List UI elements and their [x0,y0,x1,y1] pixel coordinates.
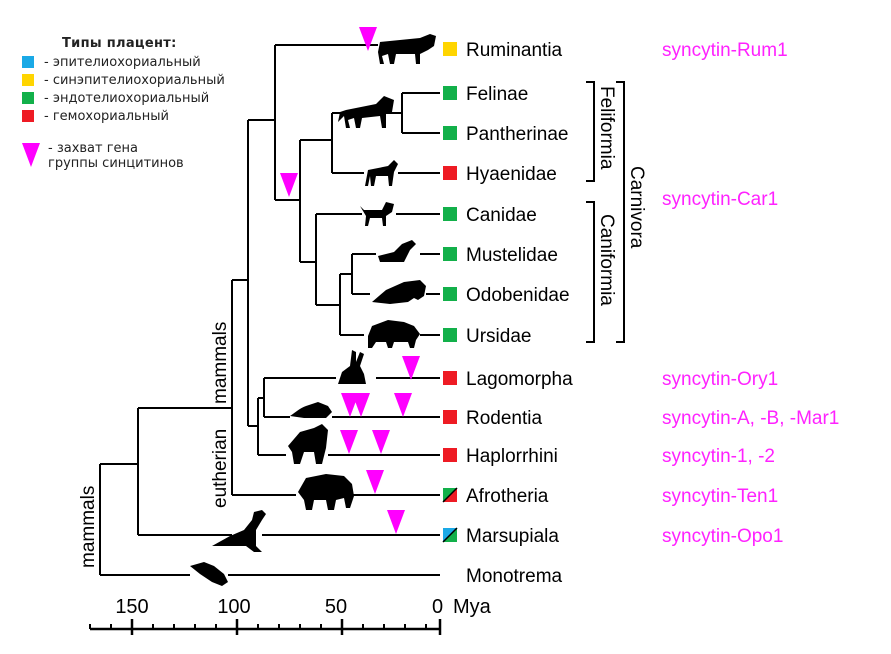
time-axis: 150 100 50 0 Mya [89,596,492,635]
gene-labels: syncytin-Rum1 syncytin-Car1 syncytin-Ory… [662,40,839,547]
capture-triangle-icon [280,173,298,197]
kangaroo-icon [212,510,266,552]
taxon-afrotheria: Afrotheria [466,486,549,507]
gene-syncytin-opo1: syncytin-Opo1 [662,526,783,547]
placenta-hemochorial-hyaenidae [443,166,457,180]
taxon-marsupiala: Marsupiala [466,526,559,547]
legend-capture-line2: группы синцитинов [48,156,184,171]
capture-triangle-icon [340,430,358,454]
taxon-pantherinae: Pantherinae [466,124,568,145]
gene-syncytin-a-b-mar1: syncytin-A, -B, -Mar1 [662,408,839,429]
platypus-icon [190,562,228,586]
taxon-lagomorpha: Lagomorpha [466,369,573,390]
eutherian-mammals-label: mammals [210,322,231,404]
lion-icon [338,96,394,128]
tree-branches [99,44,440,576]
yellow-swatch-icon [22,74,34,86]
taxon-monotrema: Monotrema [466,566,563,587]
rabbit-icon [338,350,366,384]
capture-triangle-icon [22,143,40,167]
legend-label: - синэпителиохориальный [44,72,225,88]
placenta-endotheliochorial-ursidae [443,328,457,342]
placenta-endotheliochorial-odobenidae [443,287,457,301]
animal-silhouettes [190,34,436,586]
axis-tick-100: 100 [217,596,250,618]
placenta-hemochorial-haplorrhini [443,448,457,462]
placenta-type-markers [442,42,458,543]
carnivora-bracket [616,81,625,343]
taxon-rodentia: Rodentia [466,408,542,429]
capture-triangle-icon [372,430,390,454]
legend-title: Типы плацент: [62,36,177,51]
legend-item-hemochorial: - гемохориальный [22,107,225,125]
legend-item-gene-capture: - захват гена группы синцитинов [22,141,225,171]
legend-capture-text: - захват гена группы синцитинов [48,141,184,171]
placenta-synepitheliochorial-ruminantia [443,42,457,56]
placenta-mixed-marsupiala [442,527,458,543]
blue-swatch-icon [22,56,34,68]
axis-tick-150: 150 [115,596,148,618]
caniformia-label: Caniformia [596,214,617,306]
capture-triangle-icon [402,356,420,380]
placenta-endotheliochorial-pantherinae [443,126,457,140]
taxon-hyaenidae: Hyaenidae [466,164,557,185]
caniformia-bracket [586,201,595,343]
dog-icon [360,202,394,226]
legend: Типы плацент: - эпителиохориальный - син… [22,36,225,171]
legend-item-endotheliochorial: - эндотелиохориальный [22,89,225,107]
gene-syncytin-1-2: syncytin-1, -2 [662,446,775,467]
eutherian-label: eutherian [210,429,231,508]
capture-triangle-icon [352,393,370,417]
cow-icon [378,34,436,64]
placenta-endotheliochorial-felinae [443,86,457,100]
gene-syncytin-ory1: syncytin-Ory1 [662,369,778,390]
legend-label: - эпителиохориальный [44,54,201,70]
taxon-odobenidae: Odobenidae [466,285,570,306]
taxon-mustelidae: Mustelidae [466,245,558,266]
taxon-haplorrhini: Haplorrhini [466,446,558,467]
axis-tick-50: 50 [325,596,347,618]
otter-icon [378,240,416,262]
placenta-endotheliochorial-canidae [443,207,457,221]
legend-label: - эндотелиохориальный [44,90,210,106]
placenta-hemochorial-rodentia [443,410,457,424]
taxon-labels: Ruminantia Felinae Pantherinae Hyaenidae… [466,40,573,587]
legend-item-epitheliochorial: - эпителиохориальный [22,53,225,71]
capture-triangle-icon [359,27,377,51]
axis-tick-0: 0 [432,596,443,618]
hyena-icon [365,160,398,186]
placenta-endotheliochorial-mustelidae [443,247,457,261]
red-swatch-icon [22,110,34,122]
feliformia-label: Feliformia [596,86,617,170]
carnivora-label: Carnivora [626,166,647,249]
placenta-hemochorial-lagomorpha [443,371,457,385]
legend-label: - гемохориальный [44,108,169,124]
taxon-canidae: Canidae [466,205,537,226]
taxon-felinae: Felinae [466,84,528,105]
capture-triangle-icon [366,470,384,494]
clade-brackets [586,81,625,343]
mammals-label: mammals [78,486,99,568]
legend-item-synepitheliochorial: - синэпителиохориальный [22,71,225,89]
gene-syncytin-rum1: syncytin-Rum1 [662,40,788,61]
taxon-ursidae: Ursidae [466,326,531,347]
capture-triangle-icon [394,393,412,417]
placenta-mixed-afrotheria [442,487,458,503]
gene-syncytin-car1: syncytin-Car1 [662,189,778,210]
elephant-icon [298,474,354,510]
axis-unit: Mya [453,596,492,618]
walrus-icon [372,280,426,304]
taxon-ruminantia: Ruminantia [466,40,563,61]
capture-triangle-icon [387,510,405,534]
gorilla-icon [288,424,328,464]
mouse-icon [290,402,332,418]
feliformia-bracket [586,81,595,182]
bear-icon [368,320,420,348]
legend-capture-line1: - захват гена [48,141,139,156]
gene-syncytin-ten1: syncytin-Ten1 [662,486,778,507]
green-swatch-icon [22,92,34,104]
